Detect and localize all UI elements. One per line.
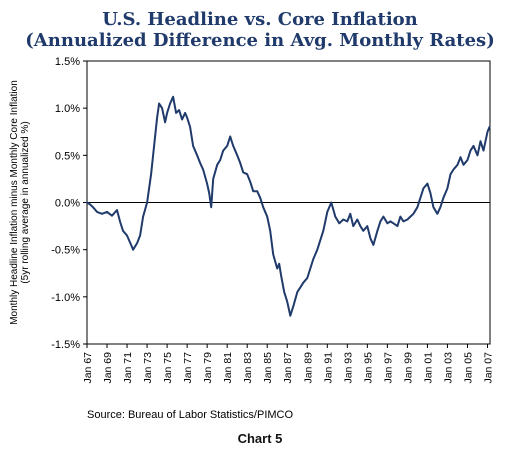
source-note: Source: Bureau of Labor Statistics/PIMCO: [87, 409, 294, 421]
y-axis-label-line: (5yr rolling average in annualized %): [20, 121, 31, 283]
y-axis-label-line: Monthly Headline Inflation minus Monthly…: [9, 80, 20, 325]
y-tick-label: -0.5%: [51, 245, 80, 257]
y-tick-label: 0.5%: [55, 150, 80, 162]
x-tick-label: Jan 89: [302, 352, 314, 384]
x-tick-label: Jan 69: [102, 352, 114, 384]
x-tick-label: Jan 05: [462, 352, 474, 384]
x-tick-label: Jan 77: [182, 352, 194, 384]
chart-number-label: Chart 5: [237, 431, 283, 446]
y-tick-label: -1.0%: [51, 292, 80, 304]
x-tick-label: Jan 73: [142, 352, 154, 384]
chart-title-line-1: U.S. Headline vs. Core Inflation: [102, 9, 418, 30]
x-tick-label: Jan 85: [262, 352, 274, 384]
x-tick-label: Jan 71: [122, 352, 134, 384]
x-tick-label: Jan 83: [242, 352, 254, 384]
x-tick-label: Jan 07: [482, 352, 494, 384]
x-tick-label: Jan 95: [362, 352, 374, 384]
x-tick-label: Jan 03: [442, 352, 454, 384]
y-tick-label: 1.5%: [55, 56, 80, 68]
x-tick-label: Jan 81: [222, 352, 234, 384]
series-line: [86, 95, 491, 317]
x-tick-label: Jan 97: [382, 352, 394, 384]
x-tick-label: Jan 99: [402, 352, 414, 384]
y-tick-label: 0.0%: [55, 198, 80, 210]
x-tick-label: Jan 01: [422, 352, 434, 384]
x-tick-label: Jan 91: [322, 352, 334, 384]
x-tick-label: Jan 87: [282, 352, 294, 384]
y-tick-label: 1.0%: [55, 103, 80, 115]
x-tick-label: Jan 79: [202, 352, 214, 384]
x-tick-label: Jan 93: [342, 352, 354, 384]
y-tick-label: -1.5%: [51, 339, 80, 351]
x-tick-label: Jan 75: [162, 352, 174, 384]
x-tick-label: Jan 67: [82, 352, 94, 384]
chart-title-line-2: (Annualized Difference in Avg. Monthly R…: [25, 30, 495, 51]
